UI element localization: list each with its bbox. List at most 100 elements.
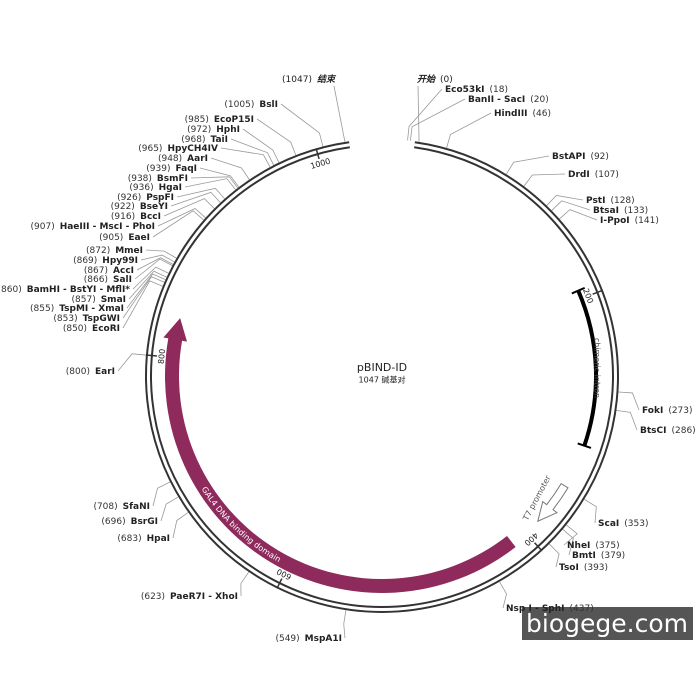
site-name: ScaI bbox=[598, 519, 619, 529]
site-name: HgaI bbox=[159, 183, 182, 193]
site-label: (1005) BslI bbox=[224, 100, 278, 110]
site-label: (948) AarI bbox=[158, 154, 208, 164]
leader-line bbox=[140, 254, 175, 263]
ring-tick bbox=[315, 148, 320, 160]
site-position: (938) bbox=[128, 174, 152, 184]
leader-line bbox=[242, 128, 280, 163]
leader-line bbox=[240, 571, 250, 597]
site-label: (985) EcoP15I bbox=[185, 115, 254, 125]
site-position: (972) bbox=[187, 125, 211, 135]
gal4-domain bbox=[163, 318, 516, 593]
leader-line bbox=[122, 280, 163, 329]
site-name: HpaI bbox=[147, 534, 170, 544]
site-name: Nsp I - SphI bbox=[506, 604, 565, 614]
site-name: BtsCI bbox=[640, 426, 666, 436]
site-label: (972) HphI bbox=[187, 125, 240, 135]
site-position: (800) bbox=[66, 367, 90, 377]
site-label: (860) BamHI - BstYI - MflI* bbox=[0, 285, 130, 295]
leader-line bbox=[152, 481, 171, 507]
site-position: (107) bbox=[595, 170, 619, 180]
end-position: (1047) bbox=[282, 75, 312, 85]
site-label: (922) BseYI bbox=[111, 202, 168, 212]
site-name: MmeI bbox=[115, 246, 143, 256]
site-name: AarI bbox=[187, 154, 208, 164]
site-position: (860) bbox=[0, 285, 22, 295]
leader-line bbox=[546, 195, 584, 206]
site-label: Nsp I - SphI (437) bbox=[506, 604, 594, 614]
site-name: I-PpoI bbox=[600, 216, 630, 226]
leader-line bbox=[132, 266, 169, 290]
site-name: HindIII bbox=[494, 109, 528, 119]
site-label: (907) HaeIII - MscI - PhoI bbox=[31, 222, 156, 232]
site-label: Eco53kI (18) bbox=[445, 85, 508, 95]
site-position: (867) bbox=[84, 266, 108, 276]
site-position: (46) bbox=[533, 109, 551, 119]
leader-line bbox=[160, 496, 179, 522]
site-label: (905) EaeI bbox=[99, 233, 150, 243]
site-position: (549) bbox=[275, 634, 299, 644]
site-label: (696) BsrGI bbox=[101, 517, 158, 527]
site-name: TspGWI bbox=[83, 314, 120, 324]
leader-line bbox=[126, 273, 166, 309]
site-label: NheI (375) bbox=[567, 541, 620, 551]
site-position: (965) bbox=[138, 144, 162, 154]
site-label: I-PpoI (141) bbox=[600, 216, 659, 226]
site-name: FokI bbox=[642, 406, 663, 416]
leader-line bbox=[145, 249, 177, 259]
site-label: (939) FaqI bbox=[146, 164, 197, 174]
site-name: NheI bbox=[567, 541, 590, 551]
site-position: (905) bbox=[99, 233, 123, 243]
start-name: 开始 bbox=[417, 74, 436, 85]
leader-line bbox=[559, 209, 598, 221]
backbone bbox=[145, 141, 619, 613]
leader-lines bbox=[117, 85, 640, 639]
leader-line bbox=[163, 198, 215, 217]
plasmid-name: pBIND-ID bbox=[357, 361, 407, 374]
ring-tick bbox=[276, 578, 283, 589]
ring-tick bbox=[534, 542, 543, 552]
site-position: (683) bbox=[117, 534, 141, 544]
site-position: (128) bbox=[610, 196, 634, 206]
leader-line bbox=[220, 147, 271, 168]
site-position: (922) bbox=[111, 202, 135, 212]
site-name: BsmFI bbox=[157, 174, 188, 184]
site-position: (375) bbox=[595, 541, 619, 551]
leader-line bbox=[172, 512, 189, 539]
site-name: TaiI bbox=[211, 135, 229, 145]
intron-cap bbox=[577, 442, 592, 449]
site-label: (867) AccI bbox=[84, 266, 134, 276]
leader-line bbox=[128, 270, 167, 300]
site-position: (869) bbox=[73, 256, 97, 266]
feature-label: chimeric intron bbox=[593, 338, 602, 398]
site-position: (985) bbox=[185, 115, 209, 125]
site-name: FaqI bbox=[176, 164, 198, 174]
leader-line bbox=[117, 353, 146, 372]
site-label: BanII - SacI (20) bbox=[468, 95, 549, 105]
site-position: (437) bbox=[570, 604, 594, 614]
site-name: PspFI bbox=[146, 193, 174, 203]
site-name: Eco53kI bbox=[445, 85, 485, 95]
site-label: (549) MspA1I bbox=[275, 634, 342, 644]
site-position: (872) bbox=[86, 246, 110, 256]
site-label: (926) PspFI bbox=[117, 193, 174, 203]
end-label: (1047) 结束 bbox=[282, 74, 337, 85]
site-label: HindIII (46) bbox=[494, 109, 551, 119]
watermark-box bbox=[522, 607, 693, 640]
site-name: BslI bbox=[259, 100, 278, 110]
site-name: TspMI - XmaI bbox=[59, 304, 124, 314]
site-name: SalI bbox=[113, 275, 132, 285]
site-position: (936) bbox=[129, 183, 153, 193]
site-name: EarI bbox=[95, 367, 115, 377]
site-label: PstI (128) bbox=[586, 196, 635, 206]
site-position: (916) bbox=[111, 212, 135, 222]
watermark: biogege.com bbox=[526, 609, 688, 638]
site-name: SmaI bbox=[101, 295, 126, 305]
leader-line bbox=[157, 208, 206, 227]
site-name: BstAPI bbox=[552, 152, 585, 162]
leader-line bbox=[551, 200, 591, 211]
site-label: (869) Hpy99I bbox=[73, 256, 138, 266]
backbone bbox=[150, 146, 614, 608]
leader-line bbox=[523, 173, 566, 187]
leader-line bbox=[417, 85, 420, 142]
